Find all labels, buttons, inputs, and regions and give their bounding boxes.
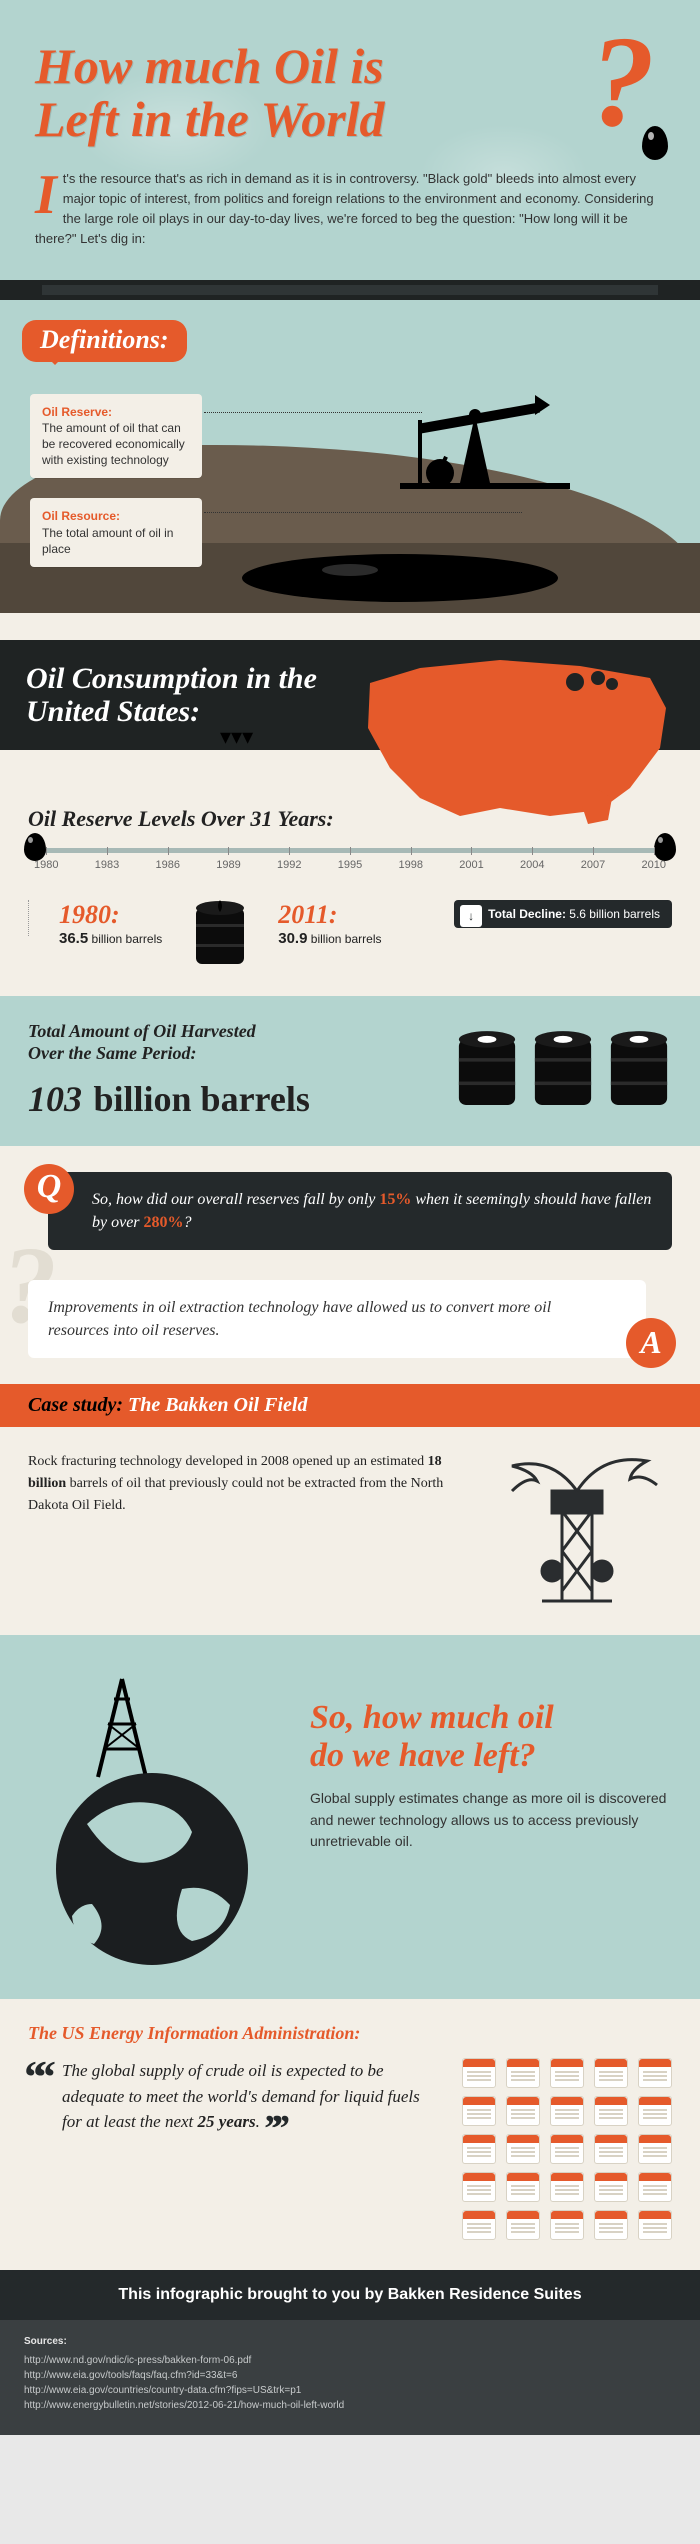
harvested-section: Total Amount of Oil HarvestedOver the Sa… bbox=[0, 996, 700, 1146]
calendar-icon bbox=[638, 2210, 672, 2240]
reserves-timeline: 1980198319861989199219951998200120042007… bbox=[34, 848, 666, 888]
eia-heading: The US Energy Information Administration… bbox=[28, 2023, 672, 2044]
divider-bar bbox=[0, 280, 700, 300]
page-title: How much Oil is Left in the World bbox=[35, 40, 665, 145]
footer-credit: This infographic brought to you by Bakke… bbox=[0, 2270, 700, 2320]
calendar-icon bbox=[594, 2096, 628, 2126]
calendar-icon bbox=[462, 2134, 496, 2164]
oil-reserve-title: Oil Reserve: bbox=[42, 404, 190, 420]
calendar-icon bbox=[506, 2134, 540, 2164]
oil-reserve-card: Oil Reserve: The amount of oil that can … bbox=[30, 394, 202, 479]
us-consumption-heading: Oil Consumption in the United States: bbox=[26, 662, 346, 728]
qa-section: ? Q So, how did our overall reserves fal… bbox=[0, 1146, 700, 1385]
calendar-icon bbox=[594, 2210, 628, 2240]
timeline-ticks: 1980198319861989199219951998200120042007… bbox=[34, 859, 666, 871]
calendar-icon bbox=[638, 2134, 672, 2164]
oil-resource-title: Oil Resource: bbox=[42, 508, 190, 524]
calendar-icon bbox=[506, 2172, 540, 2202]
calendar-icon bbox=[550, 2210, 584, 2240]
calendar-icon bbox=[594, 2134, 628, 2164]
calendar-icon bbox=[506, 2058, 540, 2088]
sources-label: Sources: bbox=[24, 2334, 676, 2349]
how-much-left-section: So, how much oildo we have left? Global … bbox=[0, 1635, 700, 1999]
barrel-icon bbox=[606, 1030, 672, 1112]
calendar-icon bbox=[462, 2210, 496, 2240]
pumpjack-icon bbox=[400, 385, 570, 495]
definitions-heading: Definitions: bbox=[22, 320, 187, 362]
calendar-icon bbox=[462, 2058, 496, 2088]
down-arrow-icon: ↓ bbox=[460, 905, 482, 927]
globe-icon bbox=[56, 1773, 248, 1965]
question-bubble: So, how did our overall reserves fall by… bbox=[48, 1172, 672, 1250]
oil-reserve-body: The amount of oil that can be recovered … bbox=[42, 420, 190, 469]
barrel-group bbox=[454, 1030, 672, 1112]
barrel-icon bbox=[454, 1030, 520, 1112]
calendar-icon bbox=[506, 2096, 540, 2126]
a-badge-icon: A bbox=[626, 1318, 676, 1368]
calendar-icon bbox=[462, 2096, 496, 2126]
year-1980-block: 1980: 36.5 billion barrels bbox=[59, 900, 162, 947]
how-much-left-heading: So, how much oildo we have left? bbox=[310, 1699, 668, 1774]
reserves-compare-row: 1980: 36.5 billion barrels 2011: 30.9 bi… bbox=[28, 900, 672, 970]
case-study-text: Rock fracturing technology developed in … bbox=[28, 1451, 462, 1516]
globe-derrick-illustration bbox=[32, 1669, 292, 1969]
harvested-value: 103 billion barrels bbox=[28, 1069, 436, 1122]
definitions-section: Definitions: Oil Reserve: bbox=[0, 300, 700, 640]
total-decline-badge: ↓ Total Decline: 5.6 billion barrels bbox=[454, 900, 672, 928]
q-badge-icon: Q bbox=[24, 1164, 74, 1214]
footer-sources: Sources: http://www.nd.gov/ndic/ic-press… bbox=[0, 2320, 700, 2435]
calendar-icon bbox=[550, 2058, 584, 2088]
case-study-heading: Case study: The Bakken Oil Field bbox=[0, 1384, 700, 1427]
oil-pool-icon bbox=[240, 550, 560, 605]
calendar-icon bbox=[550, 2172, 584, 2202]
harvested-heading: Total Amount of Oil HarvestedOver the Sa… bbox=[28, 1020, 436, 1065]
calendar-icon bbox=[462, 2172, 496, 2202]
intro-paragraph: It's the resource that's as rich in dema… bbox=[35, 169, 665, 250]
us-map-icon bbox=[350, 648, 680, 828]
how-much-left-body: Global supply estimates change as more o… bbox=[310, 1788, 668, 1853]
oil-drop-icon bbox=[24, 833, 46, 861]
calendar-icon bbox=[550, 2096, 584, 2126]
calendar-icon bbox=[550, 2134, 584, 2164]
barrel-icon bbox=[192, 900, 248, 970]
oil-rig-icon bbox=[482, 1451, 672, 1611]
derrick-icon bbox=[98, 1679, 146, 1777]
calendar-icon bbox=[594, 2172, 628, 2202]
year-2011-block: 2011: 30.9 billion barrels bbox=[278, 900, 381, 947]
calendar-grid bbox=[462, 2058, 672, 2240]
dropcap: I bbox=[35, 169, 63, 218]
answer-bubble: Improvements in oil extraction technolog… bbox=[28, 1280, 646, 1358]
calendar-icon bbox=[638, 2172, 672, 2202]
header-section: ? How much Oil is Left in the World It's… bbox=[0, 0, 700, 280]
calendar-icon bbox=[506, 2210, 540, 2240]
barrel-icon bbox=[530, 1030, 596, 1112]
us-consumption-header: Oil Consumption in the United States: ▾▾… bbox=[0, 640, 700, 750]
calendar-icon bbox=[638, 2058, 672, 2088]
oil-resource-card: Oil Resource: The total amount of oil in… bbox=[30, 498, 202, 567]
case-study-body: Rock fracturing technology developed in … bbox=[0, 1427, 700, 1635]
eia-quote: The global supply of crude oil is expect… bbox=[28, 2058, 438, 2135]
calendar-icon bbox=[594, 2058, 628, 2088]
oil-resource-body: The total amount of oil in place bbox=[42, 525, 190, 557]
sources-list: http://www.nd.gov/ndic/ic-press/bakken-f… bbox=[24, 2353, 676, 2413]
calendar-icon bbox=[638, 2096, 672, 2126]
oil-drip-icon: ▾▾▾ bbox=[220, 724, 253, 750]
oil-drop-icon bbox=[654, 833, 676, 861]
eia-section: The US Energy Information Administration… bbox=[0, 1999, 700, 2270]
